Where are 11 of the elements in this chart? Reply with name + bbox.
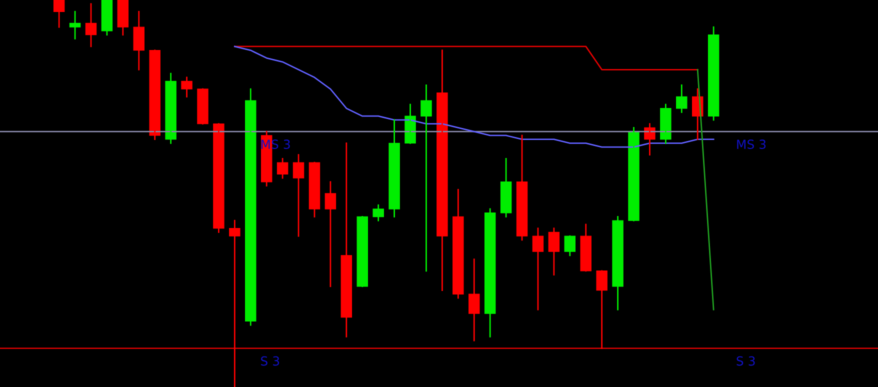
text: S 3: [736, 356, 755, 366]
candlestick: [101, 0, 113, 36]
candlestick: [229, 220, 240, 387]
candlestick: [324, 181, 336, 288]
ref-line-label: S 3: [261, 356, 280, 366]
candlestick: [532, 228, 544, 310]
text: MS 3: [737, 140, 766, 149]
candlestick: [181, 76, 192, 98]
candlestick: [292, 154, 304, 237]
candlestick: [308, 162, 320, 218]
candlestick: [372, 204, 384, 222]
